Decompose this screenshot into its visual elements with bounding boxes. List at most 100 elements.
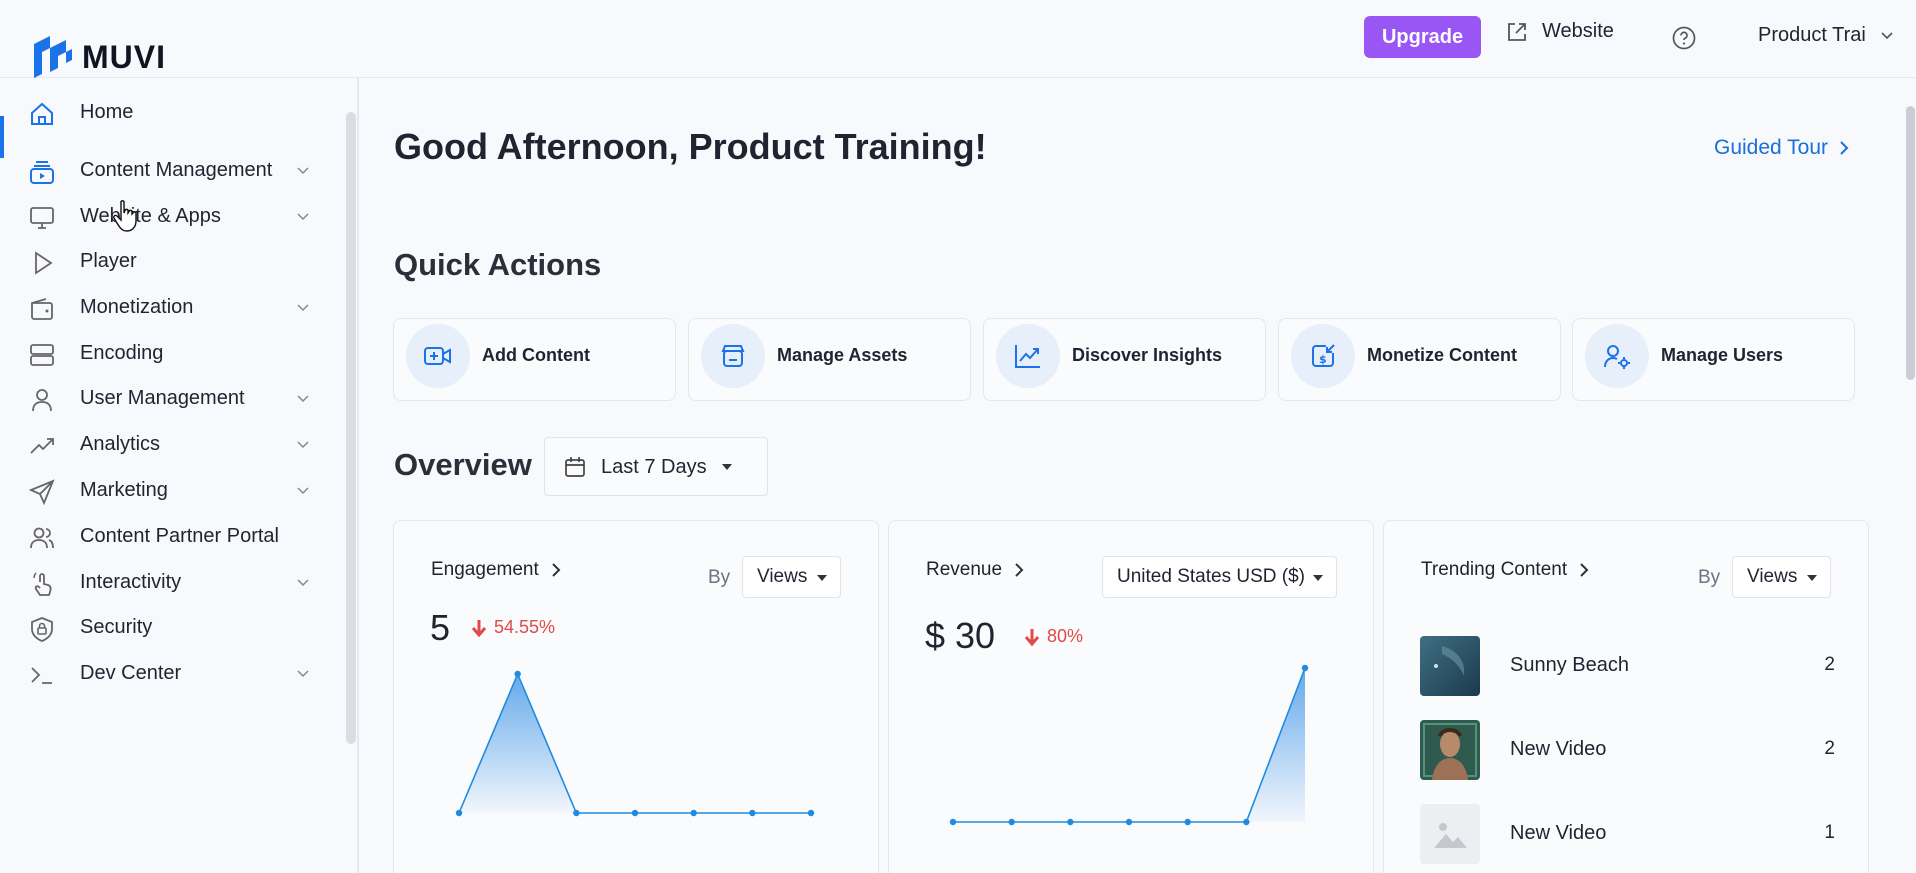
quick-action-label: Discover Insights [1072, 345, 1223, 365]
chart-data-point[interactable] [690, 809, 697, 817]
sidebar-item-content-management[interactable]: Content Management [0, 147, 330, 195]
trend-up-icon [30, 438, 54, 454]
date-range-select[interactable]: Last 7 Days [544, 437, 768, 496]
sidebar-item-label: Content Partner Portal [80, 525, 279, 547]
chart-data-point[interactable] [573, 809, 580, 817]
revenue-chart [949, 664, 1309, 826]
sidebar-item-marketing[interactable]: Marketing [0, 467, 330, 515]
sidebar-item-content-partner-portal[interactable]: Content Partner Portal [0, 513, 330, 561]
profile-menu[interactable]: Product Trai [1758, 24, 1894, 47]
muvi-logo[interactable]: MUVI [30, 34, 166, 80]
quick-action-discover-insights[interactable]: Discover Insights [983, 318, 1266, 401]
engagement-delta-value: 54.55% [494, 617, 556, 637]
engagement-metric-select[interactable]: Views [742, 556, 841, 598]
server-icon [30, 344, 54, 366]
upgrade-button[interactable]: Upgrade [1364, 16, 1481, 58]
trending-item[interactable]: New Video 1 [1420, 804, 1835, 864]
trending-item[interactable]: Sunny Beach 2 [1420, 636, 1835, 696]
trending-item[interactable]: New Video 2 [1420, 720, 1835, 780]
play-icon [35, 251, 53, 275]
sidebar-item-dev-center[interactable]: Dev Center [0, 650, 330, 698]
chevron-right-icon [1580, 563, 1589, 577]
sidebar-item-label: Website & Apps [80, 205, 221, 227]
chart-data-point[interactable] [1067, 818, 1074, 826]
placeholder-image-icon [1420, 804, 1480, 864]
sidebar-item-label: Encoding [80, 342, 164, 364]
currency-select[interactable]: United States USD ($) [1102, 556, 1337, 598]
quick-action-label: Manage Users [1661, 345, 1784, 365]
chart-data-point[interactable] [1008, 818, 1015, 826]
revenue-value: $ 30 [925, 615, 996, 656]
quick-actions-title: Quick Actions [394, 247, 602, 282]
chevron-down-icon [297, 213, 309, 221]
sidebar-item-label: Home [80, 101, 134, 123]
portrait-thumbnail [1420, 720, 1480, 780]
help-icon[interactable] [1671, 25, 1697, 51]
arrow-down-icon [472, 619, 486, 637]
sidebar-item-website-apps[interactable]: Website & Apps [0, 193, 330, 241]
trending-metric-select[interactable]: Views [1732, 556, 1831, 598]
revenue-delta: 80% [1025, 626, 1083, 647]
user-settings-icon [1585, 324, 1649, 388]
quick-action-manage-users[interactable]: Manage Users [1572, 318, 1855, 401]
caret-down-icon [722, 464, 732, 470]
chevron-right-icon [1840, 141, 1849, 155]
engagement-value: 5 [430, 607, 451, 648]
external-link-icon [1508, 22, 1526, 41]
send-icon [28, 479, 55, 506]
engagement-title-link[interactable]: Engagement [431, 559, 561, 581]
sidebar-item-user-management[interactable]: User Management [0, 375, 330, 423]
quick-action-label: Manage Assets [777, 345, 908, 365]
sidebar-item-analytics[interactable]: Analytics [0, 421, 330, 469]
sidebar-item-security[interactable]: Security [0, 604, 330, 652]
trending-item-value: 1 [1824, 822, 1835, 843]
chevron-right-icon [1015, 563, 1024, 577]
sidebar-scrollbar[interactable] [346, 112, 356, 744]
revenue-panel: Revenue United States USD ($) $ 30 80% [888, 520, 1374, 873]
users-icon [30, 527, 54, 549]
chart-data-point[interactable] [1301, 664, 1309, 672]
chart-data-point[interactable] [1243, 818, 1250, 826]
sidebar-item-encoding[interactable]: Encoding [0, 330, 330, 378]
guided-tour-link[interactable]: Guided Tour [1714, 136, 1850, 160]
chart-data-point[interactable] [631, 809, 639, 817]
quick-action-manage-assets[interactable]: Manage Assets [688, 318, 971, 401]
user-icon [32, 389, 52, 412]
arrow-down-icon [1025, 628, 1039, 646]
chart-data-point[interactable] [455, 809, 463, 817]
main-scrollbar[interactable] [1906, 106, 1915, 380]
sidebar-item-player[interactable]: Player [0, 238, 330, 286]
sidebar-item-home[interactable]: Home [0, 89, 330, 137]
chart-data-point[interactable] [807, 809, 815, 817]
calendar-icon [565, 457, 585, 477]
chart-data-point[interactable] [1125, 818, 1133, 826]
quick-action-monetize-content[interactable]: $ Monetize Content [1278, 318, 1561, 401]
chevron-right-icon [552, 563, 561, 577]
wallet-icon [31, 298, 53, 320]
caret-down-icon [1313, 575, 1323, 581]
profile-name: Product Trai [1758, 24, 1866, 46]
trending-title-link[interactable]: Trending Content [1421, 559, 1589, 581]
by-label: By [1698, 567, 1721, 588]
chart-data-point[interactable] [514, 670, 521, 678]
chart-data-point[interactable] [1184, 818, 1191, 826]
quick-action-add-content[interactable]: Add Content [393, 318, 676, 401]
trending-item-name: New Video [1510, 822, 1607, 844]
svg-text:$: $ [1319, 353, 1327, 366]
chart-series-line [953, 667, 1306, 823]
sidebar-item-interactivity[interactable]: Interactivity [0, 559, 330, 607]
chevron-down-icon [297, 304, 309, 312]
sidebar-item-monetization[interactable]: Monetization [0, 284, 330, 332]
hand-cursor-icon [113, 200, 137, 232]
chart-data-point[interactable] [749, 809, 756, 817]
trending-item-value: 2 [1824, 654, 1835, 675]
sidebar-item-label: Analytics [80, 433, 161, 455]
currency-value: United States USD ($) [1117, 566, 1305, 587]
engagement-delta: 54.55% [472, 617, 555, 638]
website-link[interactable]: Website [1506, 20, 1614, 43]
content-stack-icon [30, 161, 54, 184]
revenue-delta-value: 80% [1047, 626, 1084, 646]
revenue-title-link[interactable]: Revenue [926, 559, 1024, 581]
chart-data-point[interactable] [949, 818, 957, 826]
monitor-icon [30, 207, 54, 229]
